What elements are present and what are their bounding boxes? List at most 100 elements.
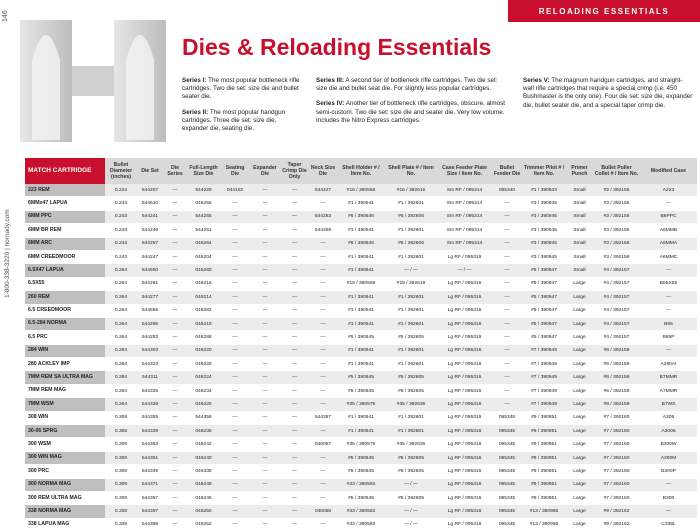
table-cell: #4 / 392157 (593, 263, 640, 278)
table-cell: C338L (640, 518, 697, 528)
table-cell: Large (566, 491, 593, 506)
table-cell: #5 / 392605 (385, 330, 437, 345)
table-cell: 0.264 (105, 290, 137, 305)
table-cell: — (220, 304, 250, 318)
table-cell: Lg RF / 095316 (437, 411, 492, 426)
table-cell: Large (566, 384, 593, 399)
table-cell: 0.284 (105, 357, 137, 372)
table-cell: 046246 (187, 491, 220, 506)
table-cell: 046288 (187, 330, 220, 345)
table-cell: — (220, 504, 250, 519)
table-cell: #16 / 390556 (337, 184, 385, 198)
table-cell: Lg RF / 095316 (437, 384, 492, 399)
table-cell: — (250, 317, 280, 332)
table-cell: — (492, 210, 522, 225)
table-cell: Sm RF / 095314 (437, 223, 492, 238)
table-cell: #7 / 390949 (522, 384, 566, 399)
table-cell: — (280, 263, 309, 278)
table-cell: — (163, 411, 187, 426)
table-cell: #1 / 390541 (337, 250, 385, 265)
table-cell: #35 / 392635 (385, 397, 437, 412)
table-cell: #4 / 392157 (593, 304, 640, 318)
table-cell: 0.308 (105, 411, 137, 426)
table-cell: 0.264 (105, 317, 137, 332)
table-cell: #7 / 392160 (593, 451, 640, 466)
table-cell: 0.264 (105, 330, 137, 345)
table-cell: B300 (640, 491, 697, 506)
series-column: Series I: The most popular bottleneck ri… (182, 77, 304, 140)
table-cell: 544329 (137, 397, 163, 412)
table-cell: 544371 (137, 478, 163, 492)
table-cell: Large (566, 304, 593, 318)
table-cell: B65P (640, 330, 697, 345)
table-cell: Large (566, 451, 593, 466)
cartridge-name: 300 WSM (25, 437, 105, 452)
table-row: 30-06 SPRG 0.308 544339—046236— — — — #1 / 390… (25, 424, 697, 439)
table-cell: — (250, 263, 280, 278)
table-cell: — (250, 504, 280, 519)
table-cell: #9 / 390951 (522, 411, 566, 426)
table-cell: — (220, 290, 250, 305)
table-cell: — (163, 237, 187, 251)
table-cell: 0.308 (105, 437, 137, 452)
table-cell: — (309, 518, 337, 528)
table-cell: — (280, 223, 309, 238)
table-cell: Large (566, 464, 593, 479)
table-cell: — (163, 263, 187, 278)
table-cell: — (220, 223, 250, 238)
table-cell: #7 / 390949 (522, 357, 566, 372)
table-cell: — (163, 317, 187, 332)
table-cell: 544283 (137, 330, 163, 345)
table-cell: 046216 (187, 277, 220, 292)
table-cell: #1 / 390541 (337, 357, 385, 372)
table-cell: 0.284 (105, 344, 137, 359)
table-cell: 095345 (492, 478, 522, 492)
table-cell: — (163, 210, 187, 225)
cartridge-name: 6.5X55 (25, 277, 105, 292)
table-cell: 544247 (137, 250, 163, 265)
table-cell: — (280, 424, 309, 439)
table-row: 6.5-284 NORMA 0.264 544295—046218— — — — #1 / … (25, 317, 697, 332)
table-cell: Lg RF / 095316 (437, 424, 492, 439)
table-cell: 0.243 (105, 250, 137, 265)
table-cell: 544241 (137, 210, 163, 225)
column-header: Expander Die (250, 158, 280, 184)
table-cell: #13 / 390955 (522, 518, 566, 528)
table-cell: #1 / 392601 (385, 317, 437, 332)
table-cell: — (280, 237, 309, 251)
table-cell: #9 / 390951 (522, 451, 566, 466)
table-row: 6.5 CREEDMOOR 0.264 544655—046282— — — — #1 / … (25, 304, 697, 318)
table-cell: — (250, 210, 280, 225)
cartridge-name: 6.5X47 LAPUA (25, 263, 105, 278)
section-banner: RELOADING ESSENTIALS (508, 0, 700, 22)
table-cell: Small (566, 196, 593, 211)
table-cell: #6 / 392159 (593, 344, 640, 359)
table-cell: — (309, 344, 337, 359)
table-cell: — (163, 478, 187, 492)
table-cell: — (220, 451, 250, 466)
table-cell: — (250, 330, 280, 345)
table-cell: #4 / 392157 (593, 290, 640, 305)
table-cell: #5 / 392605 (385, 370, 437, 385)
page-title: Dies & Reloading Essentials (182, 34, 492, 60)
table-cell: — (640, 478, 697, 492)
table-cell: #3 / 392156 (593, 196, 640, 211)
table-cell: — (309, 250, 337, 265)
table-cell: 046282 (187, 304, 220, 318)
column-header: Die Set (137, 158, 163, 184)
table-cell: #6 / 392606 (385, 237, 437, 251)
table-cell: — (309, 384, 337, 399)
table-cell: #7 / 392160 (593, 411, 640, 426)
table-cell: — (250, 451, 280, 466)
table-cell: — (250, 384, 280, 399)
table-cell: — (280, 504, 309, 519)
table-cell: — (163, 384, 187, 399)
table-cell: 095345 (492, 504, 522, 519)
table-cell: #7 / 392160 (593, 491, 640, 506)
table-cell: #5 / 390545 (337, 491, 385, 506)
table-cell: — (163, 357, 187, 372)
table-cell: — (163, 223, 187, 238)
table-cell: 0.224 (105, 184, 137, 198)
table-cell: — (280, 210, 309, 225)
table-cell: #5 / 392605 (385, 491, 437, 506)
